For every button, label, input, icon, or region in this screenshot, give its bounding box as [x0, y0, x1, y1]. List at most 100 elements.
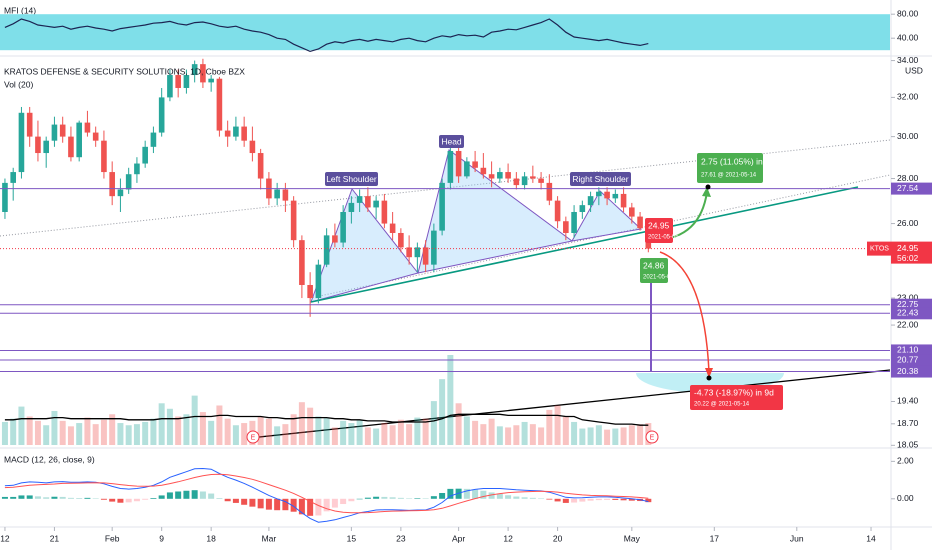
macd-histogram-bar	[232, 498, 239, 503]
x-tick-label: 14	[866, 533, 876, 543]
earnings-marker[interactable]	[246, 430, 260, 444]
signal-line	[4, 473, 649, 514]
earnings-marker[interactable]	[645, 430, 659, 444]
candle-body	[365, 196, 371, 208]
candle-body	[26, 112, 33, 137]
candle-body	[563, 221, 569, 233]
pattern-label: Right Shoulder	[572, 174, 628, 184]
macd-histogram-bar	[142, 498, 149, 500]
volume-bar	[488, 418, 495, 445]
candle-body	[224, 130, 231, 137]
y-tick-label: 19.40	[897, 396, 919, 406]
candle-body	[439, 182, 445, 231]
last-price-box	[867, 241, 891, 256]
last-price-box	[891, 241, 932, 264]
candle-body	[216, 78, 223, 131]
volume-bar	[397, 419, 404, 445]
macd-histogram-bar	[579, 498, 586, 502]
volume-bar	[257, 416, 264, 445]
y-tick-label: 34.00	[897, 55, 919, 65]
volume-bar	[125, 425, 132, 445]
volume-bar	[43, 425, 50, 445]
candle-body	[158, 97, 165, 133]
earnings-label: E	[650, 434, 655, 441]
volume-trend-line	[249, 369, 891, 439]
macd-histogram-bar	[562, 498, 569, 503]
volume-bar	[472, 420, 479, 445]
y-tick-label: 18.05	[897, 440, 919, 450]
volume-bar	[455, 403, 462, 445]
candle-body	[299, 240, 305, 285]
macd-histogram-bar	[604, 498, 611, 500]
candle-body	[134, 163, 140, 175]
macd-histogram-bar	[620, 498, 627, 501]
candle-body	[629, 207, 635, 217]
indicator-title: Vol (20)	[4, 79, 33, 89]
macd-histogram-bar	[538, 498, 545, 499]
macd-histogram-bar	[241, 498, 248, 505]
y-tick-label: 2.00	[897, 456, 914, 466]
candle-body	[612, 193, 619, 199]
candle-body	[76, 122, 82, 158]
macd-histogram-bar	[117, 498, 124, 503]
volume-bar	[562, 416, 569, 445]
indicator-title: MFI (14)	[4, 5, 36, 15]
volume-bar	[604, 429, 611, 445]
candle-body	[538, 178, 544, 183]
candle-body	[109, 172, 115, 197]
y-tick-label: 80.00	[897, 8, 919, 18]
y-tick-label: 26.00	[897, 218, 919, 228]
pattern-label: Head	[441, 136, 462, 146]
x-tick-label: Apr	[452, 533, 465, 543]
macd-histogram-bar	[298, 498, 305, 515]
y-tick-label: 0.00	[897, 493, 914, 503]
macd-histogram-bar	[208, 493, 215, 499]
target-point	[705, 184, 711, 190]
x-tick-label: 21	[50, 533, 60, 543]
volume-bar	[373, 428, 380, 445]
macd-histogram-bar	[554, 498, 561, 502]
macd-histogram-bar	[645, 498, 652, 503]
last-price-label: 24.95	[897, 243, 919, 253]
candle-body	[455, 150, 462, 177]
volume-bar	[356, 419, 363, 445]
projection-change: -4.73 (-18.97%) in 9d	[694, 387, 774, 397]
trend-line	[0, 139, 891, 237]
volume-bar	[331, 427, 338, 445]
macd-histogram-bar	[505, 495, 512, 499]
volume-bar	[340, 420, 347, 445]
entry-date: 2021-05-05	[648, 235, 679, 241]
x-tick-label: 12	[0, 533, 10, 543]
volume-bar	[84, 417, 91, 445]
candle-body	[332, 235, 338, 243]
macd-histogram-bar	[612, 498, 619, 500]
candle-body	[406, 247, 412, 258]
macd-histogram-bar	[480, 490, 487, 499]
candle-body	[464, 161, 470, 177]
candle-body	[596, 191, 602, 197]
candle-body	[323, 235, 330, 265]
macd-histogram-bar	[150, 498, 157, 499]
candle-body	[175, 75, 181, 88]
candle-body	[488, 174, 495, 179]
macd-histogram-bar	[447, 488, 454, 499]
volume-bar	[538, 427, 545, 445]
volume-bar	[348, 423, 355, 445]
macd-histogram-bar	[166, 492, 173, 499]
candle-body	[233, 126, 239, 137]
candle-body	[200, 64, 206, 83]
volume-bar	[241, 423, 248, 445]
volume-bar	[521, 421, 528, 445]
candle-body	[587, 196, 594, 206]
macd-histogram-bar	[43, 497, 50, 499]
candle-body	[480, 167, 487, 175]
candle-body	[92, 132, 99, 141]
entry-box	[640, 258, 668, 283]
macd-histogram-bar	[133, 498, 140, 502]
x-tick-label: 15	[347, 533, 357, 543]
volume-bar	[546, 409, 553, 445]
volume-bar	[554, 405, 561, 445]
macd-histogram-bar	[472, 489, 479, 499]
volume-bar	[290, 414, 297, 445]
level-label-box	[891, 354, 932, 367]
